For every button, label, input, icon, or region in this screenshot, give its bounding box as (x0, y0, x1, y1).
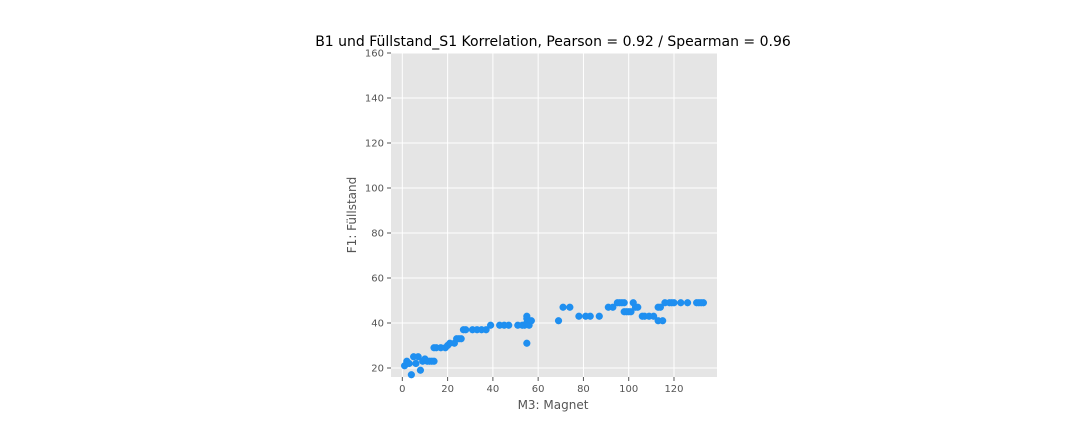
y-tick-label: 60 (371, 274, 384, 285)
y-tick-label: 140 (365, 94, 384, 105)
y-tick-label: 40 (371, 319, 384, 330)
data-point (627, 308, 635, 316)
x-axis-ticks: 0 20 40 60 80 100 120 (399, 377, 684, 395)
x-tick-label: 80 (577, 384, 590, 395)
grid-lines (391, 52, 717, 377)
x-tick-label: 40 (487, 384, 500, 395)
y-tick-label: 80 (371, 229, 384, 240)
data-point (595, 312, 603, 320)
data-point (414, 353, 422, 361)
y-tick-label: 160 (365, 49, 384, 60)
data-point (699, 299, 708, 307)
data-points (400, 299, 708, 379)
data-point (683, 299, 692, 307)
data-point (559, 303, 567, 311)
y-axis-ticks: 20 40 60 80 100 120 140 160 (365, 49, 391, 375)
x-tick-label: 120 (664, 384, 683, 395)
data-point (527, 317, 535, 325)
data-point (609, 303, 617, 311)
data-point (659, 317, 667, 325)
x-axis-label: M3: Magnet (518, 398, 589, 412)
data-point (656, 303, 665, 311)
chart-title: B1 und Füllstand_S1 Korrelation, Pearson… (315, 34, 791, 50)
data-point (462, 326, 470, 334)
data-point (566, 303, 574, 311)
data-point (416, 366, 425, 374)
x-tick-label: 0 (399, 384, 405, 395)
data-point (412, 359, 420, 368)
data-point (405, 359, 413, 368)
data-point (457, 335, 465, 343)
x-tick-label: 100 (619, 384, 638, 395)
x-tick-label: 60 (532, 384, 545, 395)
data-point (487, 321, 495, 329)
data-point (505, 321, 513, 329)
y-tick-label: 100 (365, 184, 384, 195)
data-point (620, 299, 628, 307)
data-point (554, 317, 563, 325)
data-point (523, 339, 531, 347)
data-point (586, 312, 594, 320)
y-tick-label: 120 (365, 139, 384, 150)
y-tick-label: 20 (371, 364, 384, 375)
data-point (677, 299, 685, 307)
data-point (650, 312, 658, 320)
data-point (670, 299, 678, 307)
data-point (634, 303, 642, 311)
y-axis-label: F1: Füllstand (345, 177, 359, 253)
plot-area (391, 53, 717, 377)
data-point (575, 312, 583, 320)
data-point (407, 371, 415, 379)
data-point (430, 357, 438, 365)
data-point (482, 326, 490, 334)
x-tick-label: 20 (441, 384, 454, 395)
